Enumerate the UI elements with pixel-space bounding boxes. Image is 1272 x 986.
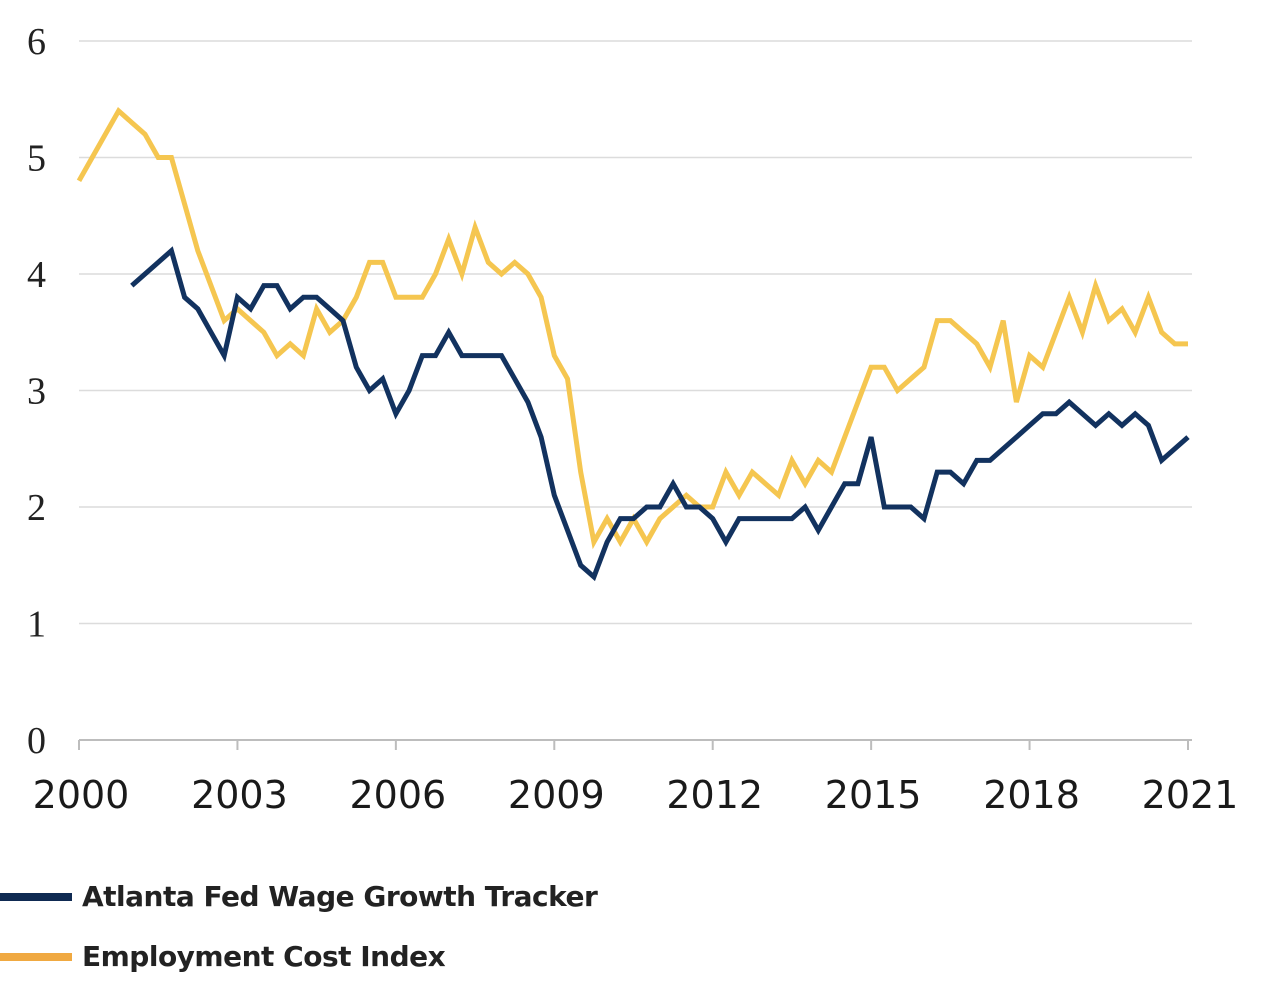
- gridlines: [79, 40, 1192, 625]
- x-tick-label: 2003: [191, 773, 288, 817]
- x-tick-label: 2009: [508, 773, 605, 817]
- line-chart: 0 1 2 3 4 5 6 2000 2003 2006 2009 2012 2015 2018 2021: [27, 21, 1239, 817]
- x-axis: [78, 739, 1192, 750]
- series-lines: [76, 106, 1190, 582]
- legend-swatch-employment-cost-index: [0, 952, 72, 961]
- legend-item-wage-growth-tracker: Atlanta Fed Wage Growth Tracker: [0, 880, 598, 913]
- y-axis-tick-labels: 0 1 2 3 4 5 6: [27, 21, 46, 762]
- x-tick-label: 2015: [825, 773, 922, 817]
- series-line-atlanta-fed-wage-growth-tracker: [130, 246, 1190, 582]
- series-line-employment-cost-index: [76, 106, 1188, 550]
- x-axis-tick-labels: 2000 2003 2006 2009 2012 2015 2018 2021: [33, 773, 1239, 817]
- legend-label: Employment Cost Index: [82, 940, 446, 973]
- y-tick-label: 5: [27, 138, 46, 180]
- legend-label: Atlanta Fed Wage Growth Tracker: [82, 880, 598, 913]
- x-tick-label: 2018: [983, 773, 1080, 817]
- legend-swatch-wage-growth-tracker: [0, 892, 72, 901]
- y-tick-label: 1: [27, 604, 46, 646]
- y-tick-label: 0: [27, 720, 46, 762]
- y-tick-label: 4: [27, 254, 46, 296]
- x-tick-label: 2000: [33, 773, 130, 817]
- y-tick-label: 3: [27, 371, 46, 413]
- x-tick-label: 2021: [1142, 773, 1239, 817]
- legend-item-employment-cost-index: Employment Cost Index: [0, 940, 446, 973]
- x-tick-label: 2012: [666, 773, 763, 817]
- y-tick-label: 2: [27, 487, 46, 529]
- y-tick-label: 6: [27, 21, 46, 63]
- x-tick-label: 2006: [349, 773, 446, 817]
